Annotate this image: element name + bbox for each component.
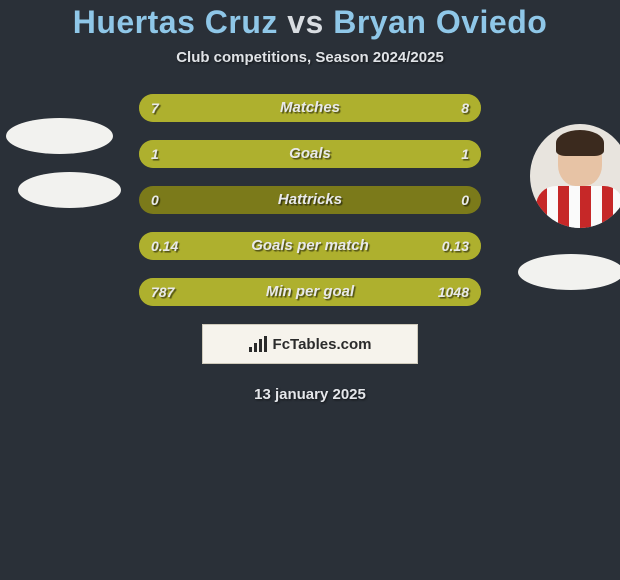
- subtitle: Club competitions, Season 2024/2025: [0, 49, 620, 66]
- stat-label: Matches: [139, 94, 481, 122]
- stat-row: 0Hattricks0: [139, 186, 481, 214]
- chart-icon: [249, 336, 267, 352]
- stat-value-right: 1: [461, 140, 469, 168]
- player1-name: Huertas Cruz: [73, 4, 278, 40]
- page-title: Huertas Cruz vs Bryan Oviedo: [0, 4, 620, 41]
- player2-avatar-blob: [518, 254, 620, 290]
- stat-label: Hattricks: [139, 186, 481, 214]
- stat-label: Min per goal: [139, 278, 481, 306]
- player2-avatar: [530, 124, 620, 228]
- footer-date: 13 january 2025: [0, 386, 620, 403]
- stat-row: 7Matches8: [139, 94, 481, 122]
- stat-row: 1Goals1: [139, 140, 481, 168]
- player2-jersey: [536, 186, 620, 228]
- player2-hair: [556, 130, 604, 156]
- stat-value-right: 0.13: [442, 232, 469, 260]
- player2-name: Bryan Oviedo: [333, 4, 547, 40]
- comparison-infographic: Huertas Cruz vs Bryan Oviedo Club compet…: [0, 0, 620, 403]
- stat-label: Goals: [139, 140, 481, 168]
- brand-text: FcTables.com: [273, 336, 372, 353]
- stat-value-right: 0: [461, 186, 469, 214]
- stat-value-right: 1048: [438, 278, 469, 306]
- stat-row: 787Min per goal1048: [139, 278, 481, 306]
- stat-value-right: 8: [461, 94, 469, 122]
- stat-row: 0.14Goals per match0.13: [139, 232, 481, 260]
- player1-avatar-blob-2: [18, 172, 121, 208]
- vs-label: vs: [287, 4, 324, 40]
- stat-label: Goals per match: [139, 232, 481, 260]
- stats-list: 7Matches8 1Goals1 0Hattricks0 0.14Goals per…: [139, 94, 481, 306]
- player1-avatar-blob-1: [6, 118, 113, 154]
- brand-badge: FcTables.com: [202, 324, 418, 364]
